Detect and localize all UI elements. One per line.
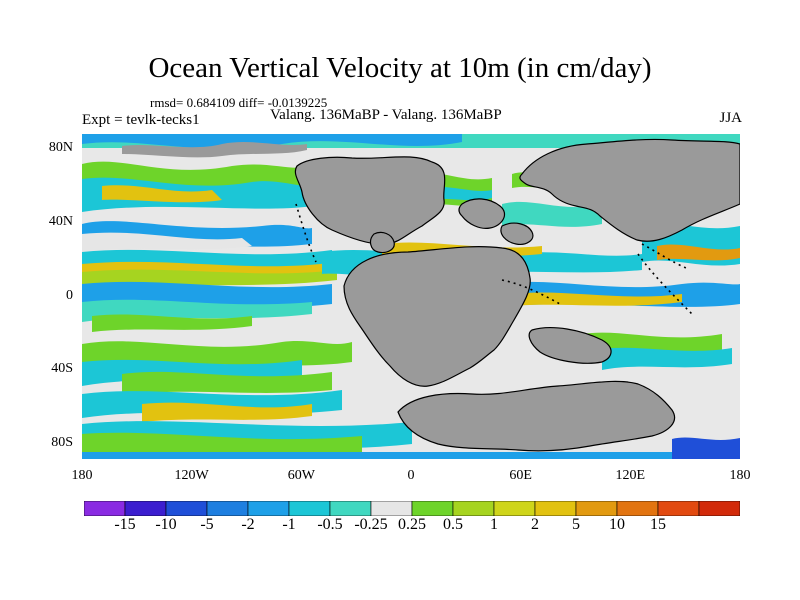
experiment-label: Expt = tevlk-tecks1 [82,112,200,128]
season-label: JJA [719,110,742,126]
trench-lines [295,203,693,315]
lat-tick-label: 80N [48,139,73,155]
colorbar-swatch [411,501,454,516]
colorbar-swatch [698,501,740,516]
colorbar-label: 10 [609,516,625,533]
south-america-africa [343,246,531,387]
colorbar-label: -10 [155,516,177,533]
subtitle: Valang. 136MaBP - Valang. 136MaBP [270,107,502,123]
colorbar-label: 0.25 [398,516,426,533]
lon-tick-label: 120W [174,468,209,483]
colorbar-swatch [206,501,249,516]
colorbar-label: -15 [114,516,136,533]
north-america [294,156,446,245]
colorbar-label: 2 [531,516,539,533]
lon-tick-label: 180 [729,468,751,483]
colorbar-label: 0.5 [443,516,463,533]
colorbar-swatch [657,501,700,516]
colorbar-label: 5 [572,516,580,533]
lon-tick-label: 60E [509,468,532,483]
colorbar-swatch [575,501,618,516]
colorbar-label: -0.25 [354,516,388,533]
europe-fragments [458,198,505,229]
colorbar-swatch [329,501,372,516]
colorbar-label: 1 [490,516,498,533]
colorbar-swatch [452,501,495,516]
colorbar-swatch [534,501,577,516]
lon-tick-label: 120E [615,468,646,483]
lon-tick-label: 180 [71,468,93,483]
colorbar-swatch [493,501,536,516]
chart-title: Ocean Vertical Velocity at 10m (in cm/da… [148,52,652,84]
indian-plate [528,327,612,364]
colorbar-label: -1 [282,516,296,533]
lon-tick-label: 0 [407,468,415,483]
lat-tick-label: 40S [51,361,73,377]
lat-tick-label: 40N [48,213,73,229]
lat-tick-label: 0 [66,287,73,303]
antarctica-australia [397,380,676,452]
eurasia [519,138,740,242]
colorbar-label: -2 [241,516,255,533]
colorbar-swatch [247,501,290,516]
colorbar-label: -5 [200,516,214,533]
colorbar-label: 15 [650,516,666,533]
colorbar-swatch [288,501,331,516]
colorbar-swatch [165,501,208,516]
colorbar [84,501,740,516]
colorbar-swatch [616,501,659,516]
iberia-fragment [500,222,534,245]
lon-tick-label: 60W [287,468,315,483]
colorbar-label: -0.5 [317,516,343,533]
arctic-land [122,142,307,158]
lat-tick-label: 80S [51,435,73,451]
pacific-island [369,231,395,254]
continents [122,138,740,452]
colorbar-swatch [124,501,167,516]
stats-text: rmsd= 0.684109 diff= -0.0139225 [150,95,328,110]
map-plot [82,134,740,459]
map-panel [82,134,740,459]
colorbar-swatch [370,501,413,516]
colorbar-swatch [84,501,126,516]
